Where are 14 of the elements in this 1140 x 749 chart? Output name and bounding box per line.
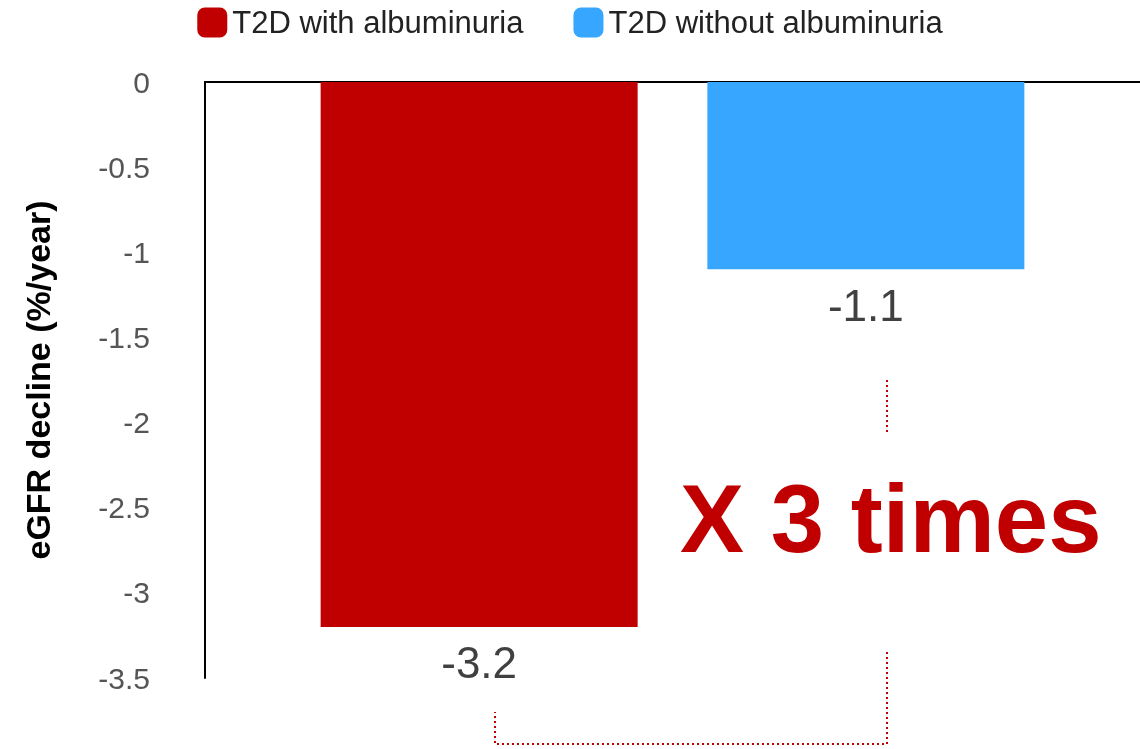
y-tick-label: -1	[123, 235, 150, 269]
y-axis-title: eGFR decline (%/year)	[19, 200, 57, 560]
y-tick-label: 0	[133, 65, 150, 99]
annotation: X 3 times	[680, 464, 1102, 572]
data-label: -3.2	[441, 638, 518, 688]
y-tick-label: -3.5	[98, 661, 150, 695]
y-tick-label: -3	[123, 576, 150, 610]
y-tick-label: -0.5	[98, 150, 150, 184]
data-label: -1.1	[827, 280, 904, 330]
y-tick-label: -2.5	[98, 491, 150, 525]
y-tick-label: -1.5	[98, 320, 150, 354]
y-tick-label: -2	[123, 406, 150, 440]
legend-label: T2D with albuminuria	[232, 5, 525, 40]
legend-label: T2D without albuminuria	[608, 5, 944, 40]
